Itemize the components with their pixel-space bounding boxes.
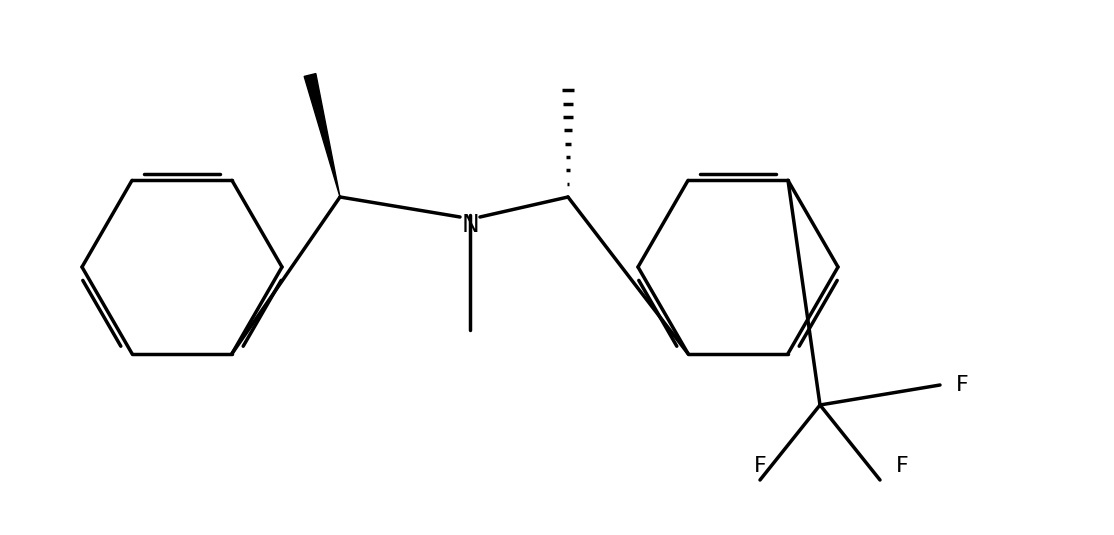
Text: F: F [896, 456, 908, 476]
Text: N: N [461, 213, 479, 237]
Polygon shape [304, 74, 340, 197]
Text: F: F [956, 375, 968, 395]
Text: F: F [754, 456, 766, 476]
